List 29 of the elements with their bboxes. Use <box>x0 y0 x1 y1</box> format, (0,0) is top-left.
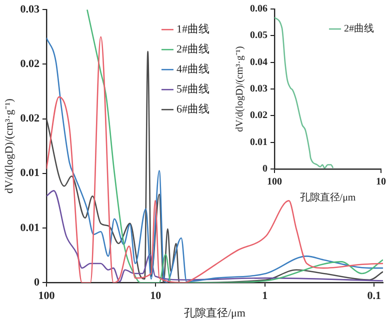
x-axis-title: 孔隙直径/μm <box>184 306 246 320</box>
y-tick-label: 0 <box>262 164 268 175</box>
legend-label: 4#曲线 <box>176 62 210 76</box>
x-tick-label: 10 <box>150 290 162 302</box>
y-tick-label: 0.01 <box>250 136 268 148</box>
y-tick-label: 0.02 <box>250 110 268 122</box>
x-tick-label: 0.1 <box>367 290 382 302</box>
legend-label: 2#曲线 <box>176 42 210 56</box>
y-tick-label: 0.03 <box>250 84 268 95</box>
x-axis-title: 孔隙直径/μm <box>300 192 356 204</box>
x-tick-label: 100 <box>38 290 56 302</box>
y-tick-label: 0.02 <box>20 58 40 70</box>
y-tick-label: 0.01 <box>20 167 40 180</box>
y-tick-label: 0.03 <box>20 3 40 16</box>
x-tick-label: 100 <box>267 176 282 188</box>
legend-label: 1#曲线 <box>176 22 210 36</box>
y-tick-label: 0.02 <box>20 112 40 125</box>
legend-label: 6#曲线 <box>176 102 210 116</box>
y-tick-label: 0.05 <box>250 30 268 42</box>
x-tick-label: 1 <box>262 290 268 302</box>
legend-label: 5#曲线 <box>176 82 210 96</box>
y-axis-title: dV/d(logD)/(cm³·g⁻¹) <box>234 46 246 132</box>
legend-label: 2#曲线 <box>344 22 374 35</box>
y-tick-label: 0.01 <box>20 222 40 234</box>
y-axis-title: dV/d(logD)/(cm³·g⁻¹) <box>3 98 16 194</box>
y-tick-label: 0.06 <box>250 4 268 15</box>
y-tick-label: 0.04 <box>250 56 268 68</box>
y-tick-label: 0 <box>34 276 40 288</box>
x-tick-label: 10 <box>376 176 386 188</box>
